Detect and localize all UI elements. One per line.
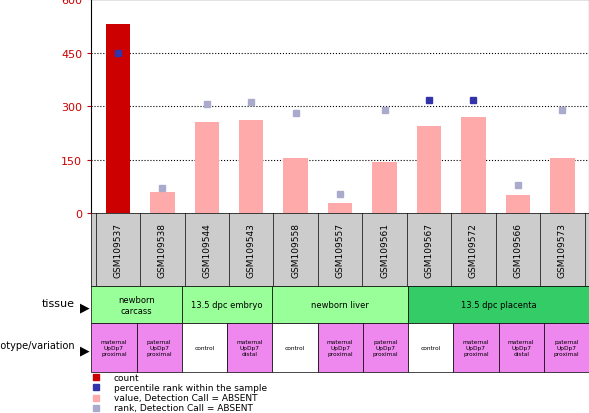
Text: paternal
UpDp7
proximal: paternal UpDp7 proximal (373, 339, 398, 356)
Text: tissue: tissue (42, 298, 75, 308)
Text: 13.5 dpc placenta: 13.5 dpc placenta (461, 301, 537, 310)
Bar (106, 25, 130, 214)
Text: newborn
carcass: newborn carcass (118, 295, 155, 315)
Text: GSM109573: GSM109573 (558, 223, 567, 278)
Text: rank, Detection Call = ABSENT: rank, Detection Call = ABSENT (114, 404, 253, 413)
Bar (239, 121, 263, 214)
Text: 13.5 dpc embryo: 13.5 dpc embryo (191, 301, 263, 310)
Bar (550, 159, 574, 214)
Text: GSM109572: GSM109572 (469, 223, 478, 278)
Text: value, Detection Call = ABSENT: value, Detection Call = ABSENT (114, 393, 257, 402)
Bar (272, 287, 408, 324)
Bar (372, 162, 397, 214)
Bar (408, 324, 454, 372)
Bar (137, 324, 182, 372)
Bar (150, 192, 174, 214)
Bar (498, 324, 544, 372)
Bar (363, 324, 408, 372)
Text: control: control (194, 345, 214, 350)
Bar (272, 324, 317, 372)
Text: maternal
UpDp7
distal: maternal UpDp7 distal (508, 339, 534, 356)
Text: GSM109538: GSM109538 (158, 223, 167, 278)
Text: GSM109558: GSM109558 (291, 223, 300, 278)
Bar (91, 324, 137, 372)
Text: newborn liver: newborn liver (311, 301, 369, 310)
Text: paternal
UpDp7
proximal: paternal UpDp7 proximal (146, 339, 172, 356)
Bar (194, 123, 219, 214)
Text: GSM109544: GSM109544 (203, 223, 211, 278)
Text: GSM109543: GSM109543 (247, 223, 256, 278)
Bar (544, 324, 589, 372)
Bar (417, 126, 441, 214)
Text: GSM109561: GSM109561 (380, 223, 389, 278)
Bar (182, 287, 272, 324)
Text: control: control (284, 345, 305, 350)
Text: count: count (114, 373, 140, 382)
Bar (283, 159, 308, 214)
Text: maternal
UpDp7
proximal: maternal UpDp7 proximal (462, 339, 489, 356)
Bar (461, 118, 486, 214)
Text: maternal
UpDp7
proximal: maternal UpDp7 proximal (327, 339, 353, 356)
Bar (506, 196, 530, 214)
Text: maternal
UpDp7
proximal: maternal UpDp7 proximal (101, 339, 127, 356)
Text: genotype/variation: genotype/variation (0, 340, 75, 351)
Text: paternal
UpDp7
proximal: paternal UpDp7 proximal (554, 339, 579, 356)
Bar (317, 324, 363, 372)
Text: maternal
UpDp7
distal: maternal UpDp7 distal (236, 339, 263, 356)
Text: GSM109566: GSM109566 (514, 223, 522, 278)
Text: ▶: ▶ (80, 344, 90, 357)
Bar (182, 324, 227, 372)
Bar (454, 324, 498, 372)
Bar (328, 203, 352, 214)
Text: percentile rank within the sample: percentile rank within the sample (114, 383, 267, 392)
Text: GSM109557: GSM109557 (336, 223, 345, 278)
Text: GSM109567: GSM109567 (425, 223, 434, 278)
Text: GSM109537: GSM109537 (114, 223, 123, 278)
Bar (408, 287, 589, 324)
Bar (227, 324, 272, 372)
Text: ▶: ▶ (80, 301, 90, 313)
Bar (91, 287, 182, 324)
Text: control: control (421, 345, 441, 350)
